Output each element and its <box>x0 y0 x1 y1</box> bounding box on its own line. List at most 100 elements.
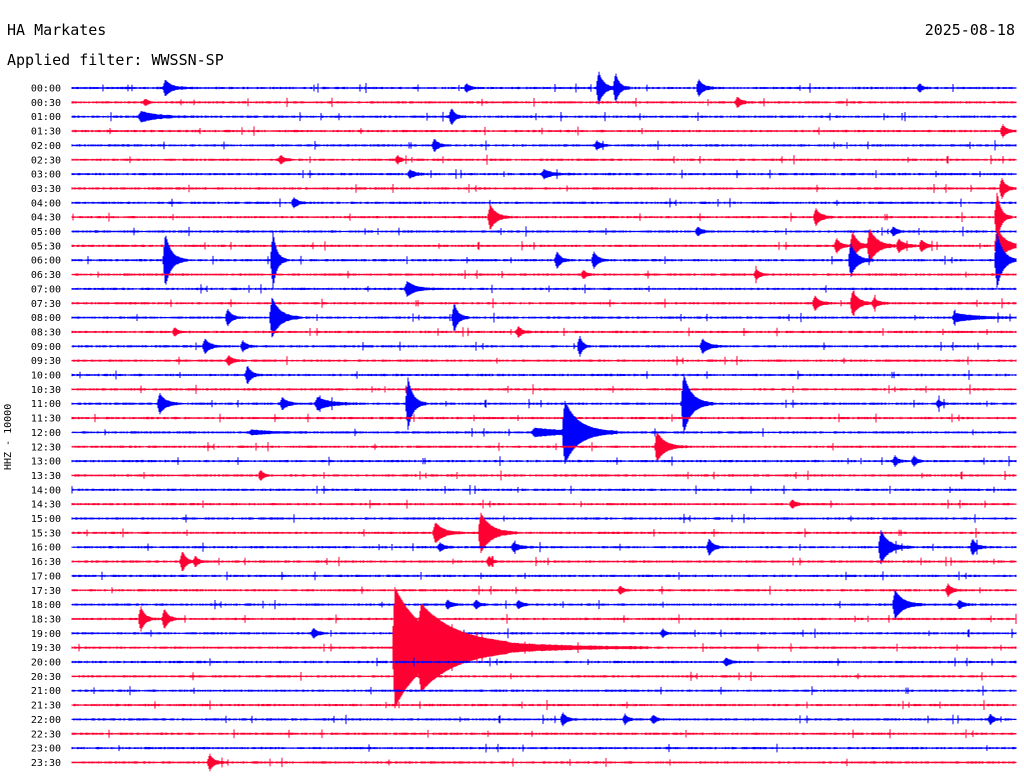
trace-line <box>71 433 1017 461</box>
trace-line <box>71 485 1017 495</box>
trace-line <box>71 743 1017 753</box>
trace-line <box>71 192 1017 242</box>
trace-line <box>71 671 1017 681</box>
trace-line <box>71 384 1017 395</box>
trace-line <box>71 513 1017 524</box>
trace-line <box>71 700 1017 711</box>
trace-time-label: 01:30 <box>31 127 61 138</box>
trace-line <box>71 169 1017 180</box>
trace-time-label: 14:00 <box>31 485 61 496</box>
trace-line <box>71 470 1017 481</box>
trace-line <box>71 124 1017 138</box>
trace-line <box>71 657 1017 667</box>
trace-line <box>71 512 1017 553</box>
trace-time-label: 00:30 <box>31 98 61 109</box>
trace-line <box>71 108 1017 125</box>
filter-label: Applied filter: WWSSN-SP <box>7 51 224 69</box>
trace-line <box>71 139 1017 152</box>
trace-line <box>71 227 1017 265</box>
trace-line <box>71 297 1017 338</box>
trace-time-label: 23:00 <box>31 744 61 755</box>
trace-time-label: 14:30 <box>31 500 61 511</box>
trace-time-label: 16:30 <box>31 557 61 568</box>
trace-time-label: 20:00 <box>31 658 61 669</box>
trace-time-label: 21:00 <box>31 686 61 697</box>
trace-line <box>71 178 1017 199</box>
station-title: HA Markates <box>7 21 107 39</box>
trace-line <box>71 290 1017 316</box>
trace-time-label: 15:30 <box>31 528 61 539</box>
trace-time-label: 19:30 <box>31 643 61 654</box>
trace-time-label: 19:00 <box>31 629 61 640</box>
trace-line <box>71 336 1017 357</box>
trace-line <box>71 355 1017 366</box>
trace-line <box>71 753 1017 772</box>
date-label: 2025-08-18 <box>924 21 1015 39</box>
trace-line <box>71 628 1017 639</box>
trace-line <box>71 587 1017 709</box>
trace-line <box>71 552 1017 571</box>
trace-time-label: 13:30 <box>31 471 61 482</box>
trace-line <box>71 265 1017 284</box>
trace-time-label: 10:00 <box>31 371 61 382</box>
trace-line <box>71 729 1017 739</box>
trace-time-label: 02:30 <box>31 155 61 166</box>
trace-time-label: 04:00 <box>31 198 61 209</box>
trace-time-label: 02:00 <box>31 141 61 152</box>
trace-line <box>71 712 1017 727</box>
trace-line <box>71 154 1017 165</box>
trace-time-label: 22:00 <box>31 715 61 726</box>
trace-line <box>71 583 1017 597</box>
trace-line <box>71 226 1017 237</box>
trace-time-label: 22:30 <box>31 729 61 740</box>
trace-time-label: 12:30 <box>31 442 61 453</box>
trace-time-label: 09:00 <box>31 342 61 353</box>
trace-line <box>71 606 1017 632</box>
trace-line <box>71 97 1017 108</box>
trace-time-label: 00:00 <box>31 84 61 95</box>
trace-line <box>71 232 1017 289</box>
trace-time-label: 05:00 <box>31 227 61 238</box>
trace-line <box>71 571 1017 581</box>
trace-time-label: 20:30 <box>31 672 61 683</box>
trace-line <box>71 530 1017 565</box>
trace-time-label: 07:30 <box>31 299 61 310</box>
trace-line <box>71 281 1017 297</box>
trace-time-label: 18:00 <box>31 600 61 611</box>
trace-line <box>71 455 1017 467</box>
trace-line <box>71 590 1017 619</box>
trace-time-label: 03:00 <box>31 170 61 181</box>
trace-line <box>71 366 1017 384</box>
trace-time-label: 06:30 <box>31 270 61 281</box>
trace-time-label: 06:00 <box>31 256 61 267</box>
trace-time-label: 18:30 <box>31 614 61 625</box>
trace-time-label: 08:00 <box>31 313 61 324</box>
trace-time-label: 03:30 <box>31 184 61 195</box>
trace-time-label: 17:30 <box>31 586 61 597</box>
trace-time-label: 11:00 <box>31 399 61 410</box>
trace-time-label: 04:30 <box>31 213 61 224</box>
trace-time-label: 23:30 <box>31 758 61 769</box>
trace-line <box>71 685 1017 696</box>
trace-line <box>71 197 1017 209</box>
trace-time-label: 15:00 <box>31 514 61 525</box>
trace-line <box>71 400 1017 464</box>
trace-time-label: 13:00 <box>31 457 61 468</box>
trace-time-label: 11:30 <box>31 414 61 425</box>
trace-time-label: 01:00 <box>31 112 61 123</box>
trace-time-label: 10:30 <box>31 385 61 396</box>
trace-time-label: 12:00 <box>31 428 61 439</box>
trace-time-label: 09:30 <box>31 356 61 367</box>
trace-time-label: 17:00 <box>31 571 61 582</box>
trace-time-label: 21:30 <box>31 701 61 712</box>
trace-line <box>71 499 1017 509</box>
trace-line <box>71 71 1017 105</box>
trace-time-label: 07:00 <box>31 284 61 295</box>
trace-line <box>71 326 1017 338</box>
trace-time-label: 08:30 <box>31 327 61 338</box>
trace-line <box>71 373 1017 434</box>
trace-time-label: 05:30 <box>31 241 61 252</box>
trace-line <box>71 413 1017 423</box>
trace-time-label: 16:00 <box>31 543 61 554</box>
